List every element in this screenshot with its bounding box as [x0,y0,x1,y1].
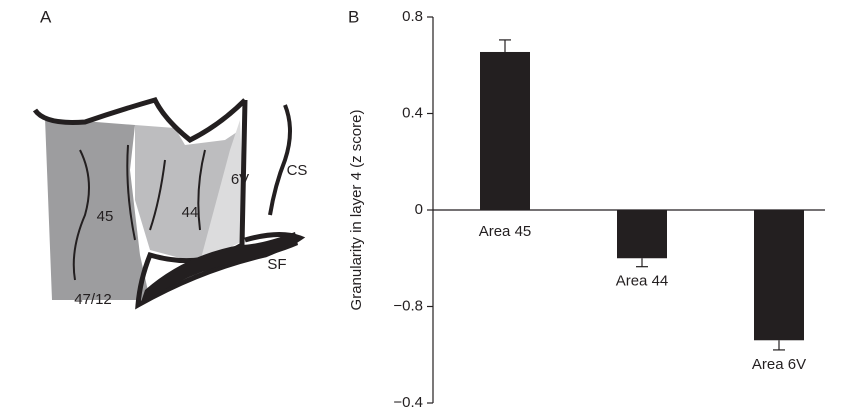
area-45-region [45,118,150,300]
sulcus-lines [32,97,306,310]
central-sulcus [268,104,292,216]
bar [617,210,667,259]
region-label: 6V [231,171,249,188]
y-tick-label: 0 [415,201,423,218]
region-label: SF [267,256,286,273]
x-tick-label: Area 6V [752,356,806,373]
region-label: 44 [182,204,199,221]
minor-sulci [72,144,206,281]
region-label: 47/12 [74,291,112,308]
region-label: 45 [97,208,114,225]
bar [754,210,804,341]
y-tick-label: −0.8 [393,297,423,314]
sylvian-fissure [140,232,298,305]
region-label: CS [287,162,308,179]
panel-label: B [348,7,359,26]
area-6v-region [200,120,245,262]
y-tick-label: 0.4 [402,104,423,121]
y-tick-label: 0.8 [402,8,423,25]
brain-diagram: A 45 44 6V 47/12 CS SF [32,7,308,310]
x-tick-label: Area 44 [616,273,669,290]
y-axis-label: Granularity in layer 4 (z score) [348,110,365,311]
x-tick-label: Area 45 [479,223,532,240]
y-tick-label: −0.4 [393,394,423,411]
bar [480,51,530,211]
panel-label: A [40,7,52,26]
